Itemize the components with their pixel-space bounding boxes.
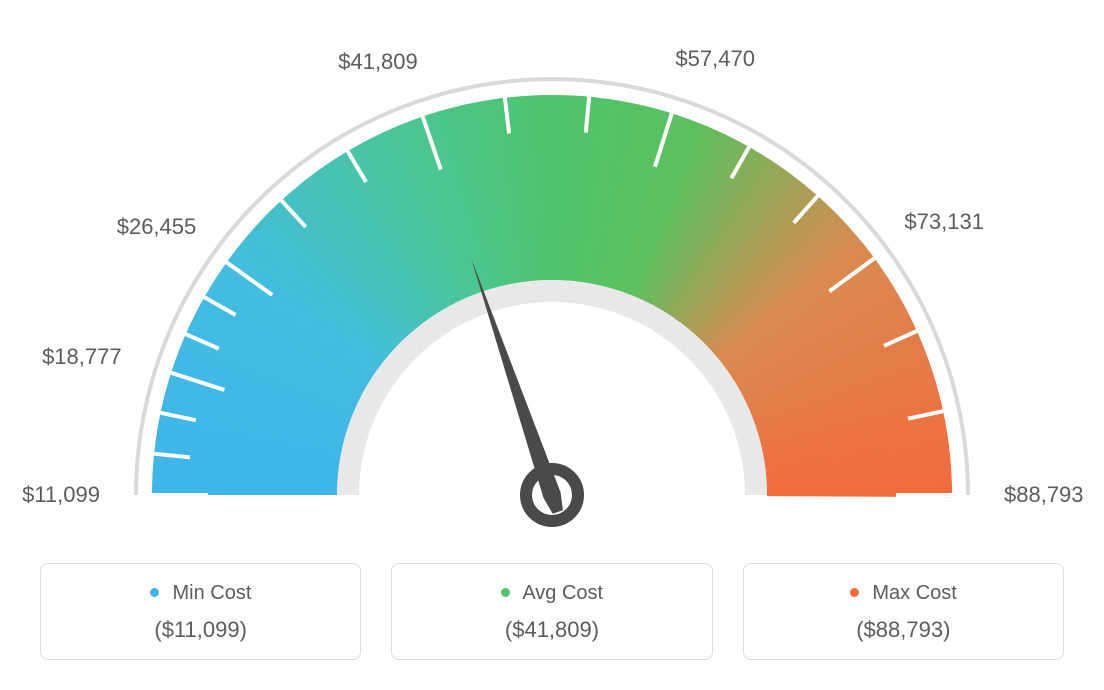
card-min-title: Min Cost	[51, 582, 350, 605]
cost-gauge-widget: $11,099 $18,777 $26,455 $41,809 $57,470 $73,1…	[0, 0, 1104, 690]
gauge-svg	[0, 0, 1104, 545]
card-min-label: Min Cost	[172, 582, 251, 604]
card-avg-title: Avg Cost	[402, 582, 701, 605]
card-min-value: ($11,099)	[51, 617, 350, 643]
card-max-label: Max Cost	[872, 582, 956, 604]
tick-label: $88,793	[1004, 482, 1084, 508]
gauge-area: $11,099 $18,777 $26,455 $41,809 $57,470 $73,1…	[0, 0, 1104, 545]
card-avg-value: ($41,809)	[402, 617, 701, 643]
tick-label: $26,455	[117, 214, 197, 240]
tick-label: $18,777	[42, 344, 122, 370]
dot-max-icon	[850, 588, 859, 597]
dot-min-icon	[150, 588, 159, 597]
card-max: Max Cost ($88,793)	[743, 563, 1064, 660]
card-avg: Avg Cost ($41,809)	[391, 563, 712, 660]
card-max-value: ($88,793)	[754, 617, 1053, 643]
card-max-title: Max Cost	[754, 582, 1053, 605]
tick-label: $41,809	[338, 49, 418, 75]
tick-label: $57,470	[675, 46, 755, 72]
card-min: Min Cost ($11,099)	[40, 563, 361, 660]
card-avg-label: Avg Cost	[522, 582, 603, 604]
legend-cards: Min Cost ($11,099) Avg Cost ($41,809) Ma…	[40, 563, 1064, 660]
dot-avg-icon	[501, 588, 510, 597]
tick-label: $11,099	[22, 482, 100, 508]
tick-label: $73,131	[904, 209, 984, 235]
